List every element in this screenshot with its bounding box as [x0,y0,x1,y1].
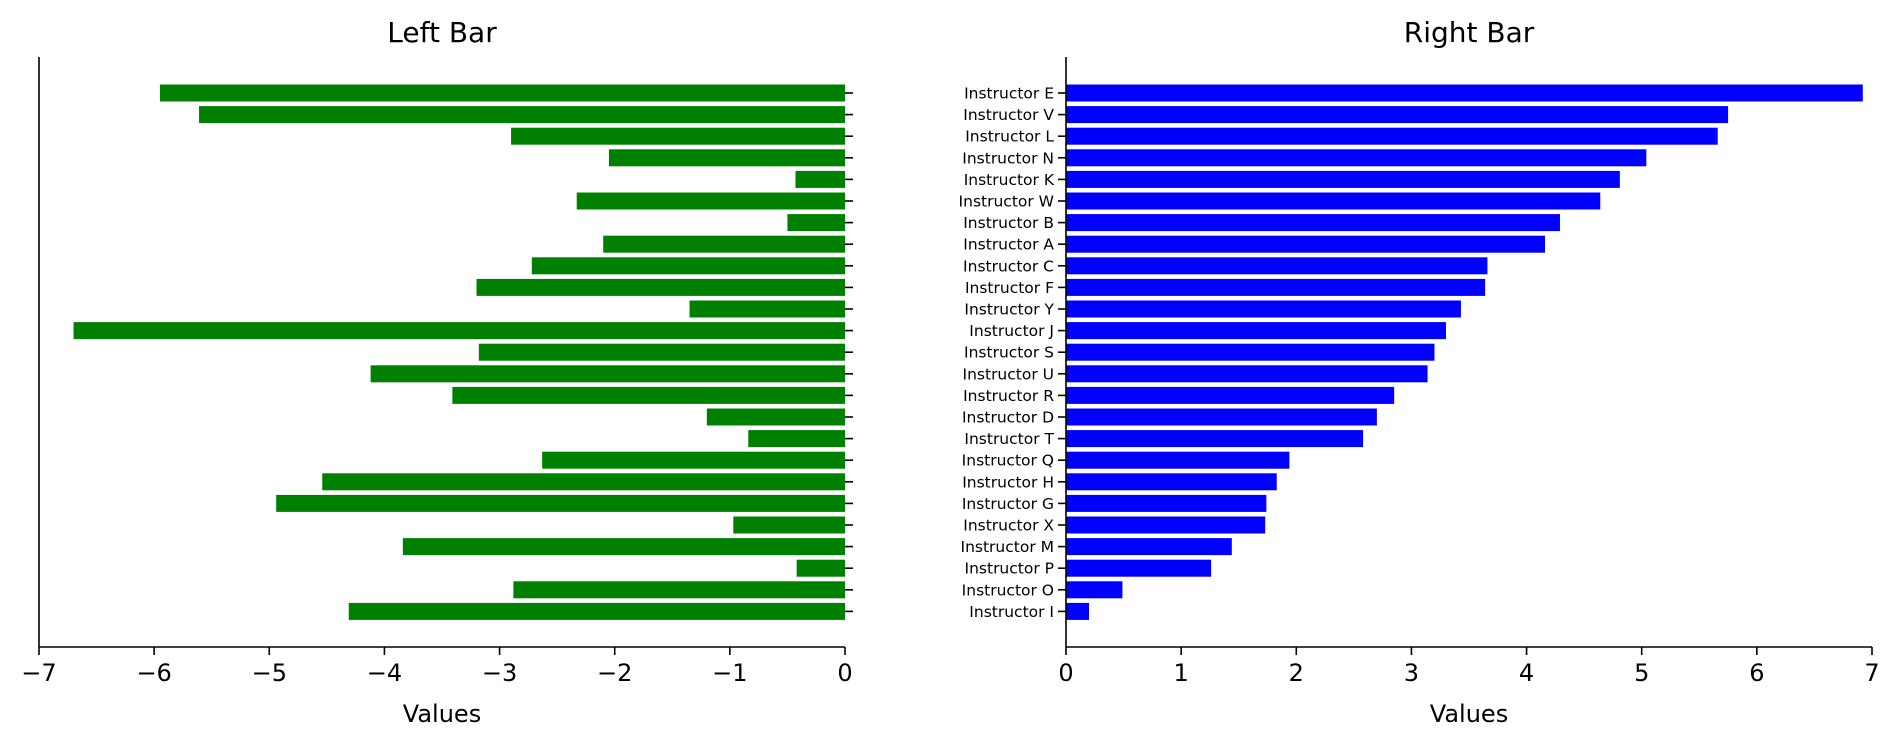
chart-1-category-label: Instructor I [969,603,1054,621]
chart-1-category-label: Instructor V [963,106,1054,124]
chart-1-category-label: Instructor E [964,85,1054,103]
chart-1-bar [1066,538,1232,556]
chart-1-bar [1066,84,1863,102]
chart-0-bar [603,235,845,253]
chart-1-category-label: Instructor R [963,387,1054,405]
chart-1-x-tick-label: 0 [1058,659,1073,687]
chart-0-bar [706,408,845,426]
chart-1-bar [1066,322,1446,340]
chart-1-x-tick-label: 3 [1404,659,1419,687]
chart-0-bar [348,602,845,620]
chart-0-x-tick-label: −7 [21,659,56,687]
chart-0-x-tick-label: −2 [597,659,632,687]
chart-0-bar [787,214,845,232]
chart-1-category-label: Instructor T [964,430,1054,448]
chart-1-bar [1066,257,1488,275]
chart-1-bar [1066,192,1601,210]
chart-0-x-tick-label: −4 [367,659,402,687]
chart-1-category-label: Instructor K [964,171,1055,189]
chart-1-bar [1066,300,1461,318]
chart-0-bar [733,516,845,534]
chart-1-bar [1066,559,1212,577]
chart-0-bar [542,451,845,469]
chart-0-bar [511,127,845,145]
chart-1-x-tick-label: 5 [1634,659,1649,687]
chart-1-bar [1066,516,1266,534]
chart-1-bar [1066,149,1647,167]
chart-1-category-label: Instructor J [969,322,1054,340]
chart-0-bar [748,430,845,448]
chart-1-category-label: Instructor W [959,193,1054,211]
chart-0-bar [576,192,845,210]
chart-0-bar [796,559,845,577]
chart-1-category-label: Instructor Q [962,452,1054,470]
chart-0-bar [370,365,845,383]
chart-1-bar [1066,430,1364,448]
chart-1-category-label: Instructor A [963,236,1054,254]
chart-0-x-tick-label: −5 [252,659,287,687]
chart-0-x-tick-label: −6 [136,659,171,687]
chart-0-bar [159,84,845,102]
chart-0-bar [452,386,845,404]
chart-0-x-tick-label: −3 [482,659,517,687]
chart-1-category-label: Instructor H [962,473,1054,491]
chart-1-category-label: Instructor M [961,538,1055,556]
chart-1-x-tick-label: 2 [1289,659,1304,687]
chart-1-x-tick-label: 7 [1864,659,1879,687]
chart-1-bar [1066,602,1090,620]
chart-0-bar [608,149,845,167]
chart-0-bar [689,300,845,318]
chart-1-category-label: Instructor D [962,409,1054,427]
chart-0-bar [322,473,845,491]
chart-1-category-label: Instructor L [965,128,1054,146]
chart-1-category-label: Instructor P [965,560,1054,578]
chart-1-bar [1066,170,1620,188]
chart-1-bar [1066,343,1435,361]
chart-1-category-label: Instructor O [962,581,1054,599]
chart-0-bar [531,257,845,275]
chart-0-x-tick-label: 0 [837,659,852,687]
chart-1-bar [1066,214,1560,232]
chart-1-x-tick-label: 6 [1749,659,1764,687]
chart-0-bar [199,106,845,124]
chart-1-bar [1066,451,1290,469]
chart-0-x-axis-label: Values [403,700,481,728]
chart-1-bar [1066,278,1486,296]
chart-1-category-label: Instructor Y [964,301,1054,319]
chart-1-category-label: Instructor B [963,214,1054,232]
chart-1-category-label: Instructor G [962,495,1054,513]
chart-0-bar [476,278,845,296]
chart-1-category-label: Instructor C [963,257,1054,275]
chart-0-bar [73,322,846,340]
chart-1-bar [1066,494,1267,512]
chart-0-bar [276,494,845,512]
chart-1-category-label: Instructor F [965,279,1054,297]
chart-1-x-tick-label: 1 [1174,659,1189,687]
chart-1-title: Right Bar [1404,16,1535,49]
chart-0-title: Left Bar [387,16,497,49]
chart-1-category-label: Instructor N [962,149,1054,167]
chart-1-bar [1066,365,1428,383]
chart-1-bar [1066,127,1718,145]
chart-0-bar [402,538,845,556]
chart-0-x-tick-label: −1 [712,659,747,687]
chart-1-bar [1066,106,1729,124]
chart-1-bar [1066,408,1377,426]
chart-1-bar [1066,473,1277,491]
chart-1-bar [1066,581,1123,599]
chart-0-bar [795,170,845,188]
chart-1-x-tick-label: 4 [1519,659,1534,687]
chart-1-bar [1066,235,1545,253]
chart-1-category-label: Instructor X [963,517,1054,535]
chart-1-x-axis-label: Values [1430,700,1508,728]
chart-0-bar [478,343,845,361]
chart-1-category-label: Instructor U [963,365,1054,383]
chart-1-category-label: Instructor S [964,344,1054,362]
chart-1-bar [1066,386,1395,404]
chart-0-bar [513,581,845,599]
